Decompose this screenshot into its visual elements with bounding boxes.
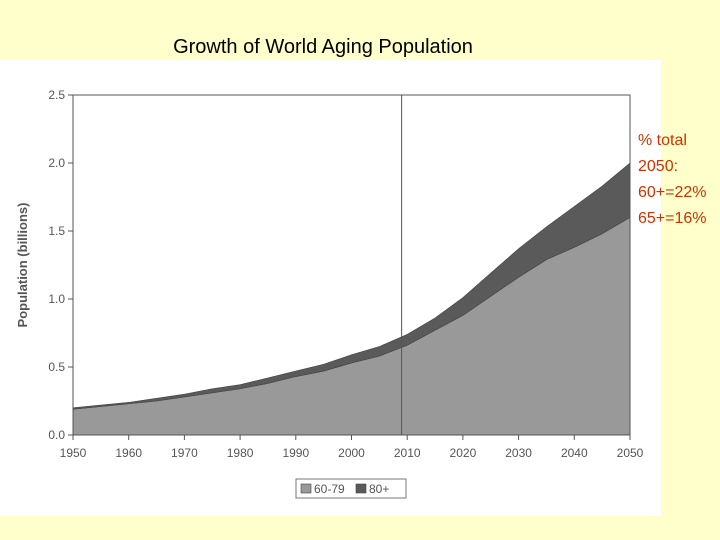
annotation-line-2: 2050: — [638, 158, 679, 175]
x-tick-label-9: 2030 — [505, 446, 532, 460]
legend-label-2: 80+ — [369, 482, 389, 496]
y-tick-label-3: 1.0 — [48, 292, 65, 306]
slide-title: Growth of World Aging Population — [173, 36, 473, 58]
y-axis-label: Population (billions) — [15, 203, 30, 328]
x-tick-label-11: 2050 — [617, 446, 644, 460]
annotation-line-1: % total — [638, 132, 687, 149]
annotation-line-3: 60+=22% — [638, 184, 707, 201]
x-tick-label-6: 2000 — [338, 446, 365, 460]
x-tick-label-10: 2040 — [561, 446, 588, 460]
x-tick-label-8: 2020 — [450, 446, 477, 460]
y-tick-label-2: 0.5 — [48, 360, 65, 374]
x-tick-label-2: 1960 — [115, 446, 142, 460]
chart: 0.0 0.5 1.0 1.5 2.0 2.5 1950 1960 1970 1980 1990 20… — [15, 88, 644, 499]
legend-box — [295, 478, 407, 499]
x-tick-label-3: 1970 — [171, 446, 198, 460]
y-tick-label-1: 0.0 — [48, 428, 65, 442]
y-tick-label-4: 1.5 — [48, 224, 65, 238]
x-tick-label-4: 1980 — [227, 446, 254, 460]
legend-swatch-2 — [355, 483, 367, 494]
x-tick-label-1: 1950 — [60, 446, 87, 460]
y-tick-label-5: 2.0 — [48, 156, 65, 170]
legend-swatch-1 — [300, 483, 312, 494]
x-tick-label-7: 2010 — [394, 446, 421, 460]
annotation-line-4: 65+=16% — [638, 210, 707, 227]
x-tick-label-5: 1990 — [282, 446, 309, 460]
chart-panel: 0.0 0.5 1.0 1.5 2.0 2.5 1950 1960 1970 1980 1990 20… — [0, 60, 661, 516]
y-tick-label-6: 2.5 — [48, 88, 65, 102]
legend-label-1: 60-79 — [314, 482, 345, 496]
annotation: % total 2050: 60+=22% 65+=16% — [638, 128, 707, 232]
